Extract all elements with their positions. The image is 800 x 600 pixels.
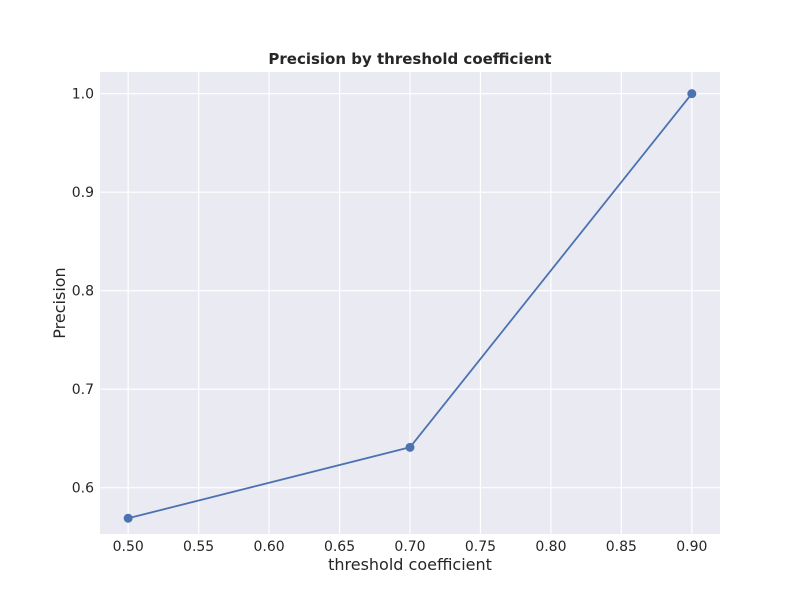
x-tick-label: 0.90 — [676, 539, 707, 555]
data-point — [405, 442, 415, 452]
y-tick-label: 0.6 — [72, 481, 94, 497]
x-tick-label: 0.70 — [394, 539, 425, 555]
x-tick-label: 0.60 — [254, 539, 285, 555]
y-axis-title: Precision — [50, 267, 69, 338]
x-tick-label: 0.55 — [183, 539, 214, 555]
y-tick-label: 0.8 — [72, 284, 94, 300]
x-tick-label: 0.65 — [324, 539, 355, 555]
y-tick-label: 0.7 — [72, 382, 94, 398]
grid-lines — [100, 72, 720, 534]
axis-ticks: 0.50 0.55 0.60 0.65 0.70 0.75 0.80 0.85 0.90 0.6 0… — [72, 87, 708, 555]
x-axis-title: threshold coefficient — [328, 555, 492, 574]
data-point — [123, 513, 133, 523]
chart-title: Precision by threshold coefficient — [268, 50, 551, 68]
y-tick-label: 0.9 — [72, 185, 94, 201]
x-tick-label: 0.75 — [465, 539, 496, 555]
x-tick-label: 0.80 — [535, 539, 566, 555]
data-point — [687, 89, 697, 99]
series-layer — [123, 89, 697, 523]
x-tick-label: 0.85 — [606, 539, 637, 555]
y-tick-label: 1.0 — [72, 87, 94, 103]
x-tick-label: 0.50 — [113, 539, 144, 555]
